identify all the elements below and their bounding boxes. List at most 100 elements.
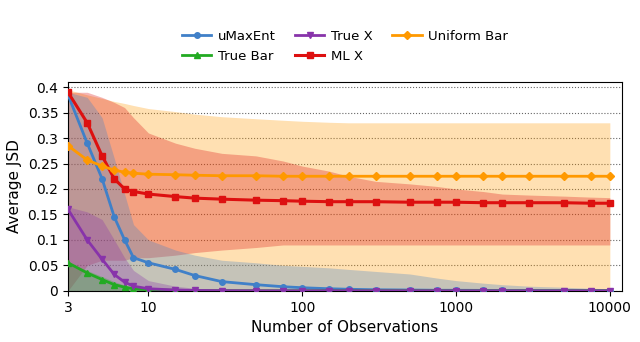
Uniform Bar	[560, 174, 568, 178]
Uniform Bar	[218, 174, 226, 178]
uMaxEnt	[121, 238, 129, 242]
Line: True X: True X	[65, 206, 613, 294]
ML X	[130, 189, 138, 194]
True Bar	[606, 289, 614, 293]
Uniform Bar	[479, 174, 487, 178]
ML X	[145, 192, 152, 196]
True X	[525, 289, 533, 293]
X-axis label: Number of Observations: Number of Observations	[252, 320, 438, 335]
ML X	[252, 198, 260, 202]
uMaxEnt	[279, 285, 287, 289]
True X	[130, 284, 138, 288]
True Bar	[130, 287, 138, 291]
True X	[452, 289, 460, 293]
True X	[499, 289, 506, 293]
ML X	[587, 201, 595, 205]
ML X	[83, 121, 91, 125]
Line: ML X: ML X	[65, 90, 612, 206]
True Bar	[279, 289, 287, 293]
True Bar	[499, 289, 506, 293]
uMaxEnt	[64, 93, 72, 97]
uMaxEnt	[145, 261, 152, 265]
True X	[252, 289, 260, 293]
True Bar	[83, 271, 91, 275]
True X	[145, 287, 152, 291]
True X	[372, 289, 380, 293]
Uniform Bar	[191, 173, 198, 177]
True Bar	[252, 289, 260, 293]
True X	[279, 289, 287, 293]
Uniform Bar	[172, 173, 179, 177]
Line: True Bar: True Bar	[65, 259, 613, 294]
ML X	[499, 201, 506, 205]
ML X	[326, 200, 333, 204]
ML X	[372, 200, 380, 204]
True Bar	[298, 289, 306, 293]
True X	[218, 289, 226, 293]
uMaxEnt	[499, 288, 506, 292]
True X	[560, 289, 568, 293]
Uniform Bar	[145, 172, 152, 176]
ML X	[560, 201, 568, 205]
True Bar	[433, 289, 441, 293]
True Bar	[99, 277, 106, 281]
Uniform Bar	[252, 174, 260, 178]
uMaxEnt	[172, 267, 179, 272]
uMaxEnt	[130, 255, 138, 260]
True X	[433, 289, 441, 293]
Uniform Bar	[130, 171, 138, 175]
True Bar	[452, 289, 460, 293]
uMaxEnt	[218, 279, 226, 284]
Uniform Bar	[587, 174, 595, 178]
Legend: uMaxEnt, True Bar, True X, ML X, Uniform Bar: uMaxEnt, True Bar, True X, ML X, Uniform…	[178, 26, 512, 67]
True X	[64, 207, 72, 211]
ML X	[172, 195, 179, 199]
uMaxEnt	[587, 289, 595, 293]
ML X	[606, 201, 614, 205]
ML X	[433, 200, 441, 204]
True Bar	[191, 288, 198, 292]
Uniform Bar	[606, 174, 614, 178]
Line: uMaxEnt: uMaxEnt	[65, 92, 612, 293]
uMaxEnt	[452, 288, 460, 292]
uMaxEnt	[606, 289, 614, 293]
Uniform Bar	[326, 174, 333, 178]
ML X	[111, 177, 118, 181]
True X	[606, 289, 614, 293]
True Bar	[345, 289, 353, 293]
uMaxEnt	[433, 288, 441, 292]
True X	[326, 289, 333, 293]
True Bar	[525, 289, 533, 293]
Uniform Bar	[298, 174, 306, 178]
True Bar	[326, 289, 333, 293]
uMaxEnt	[191, 274, 198, 278]
Uniform Bar	[433, 174, 441, 178]
Uniform Bar	[406, 174, 413, 178]
uMaxEnt	[252, 282, 260, 287]
True Bar	[64, 261, 72, 265]
Line: Uniform Bar: Uniform Bar	[65, 143, 612, 179]
Uniform Bar	[372, 174, 380, 178]
ML X	[298, 199, 306, 203]
True X	[298, 289, 306, 293]
True X	[479, 289, 487, 293]
ML X	[479, 201, 487, 205]
Uniform Bar	[83, 158, 91, 162]
Uniform Bar	[279, 174, 287, 178]
uMaxEnt	[298, 286, 306, 290]
uMaxEnt	[111, 215, 118, 219]
Uniform Bar	[111, 168, 118, 172]
ML X	[121, 187, 129, 191]
Uniform Bar	[499, 174, 506, 178]
Uniform Bar	[64, 144, 72, 148]
True X	[121, 280, 129, 284]
ML X	[406, 200, 413, 204]
Uniform Bar	[525, 174, 533, 178]
True X	[111, 273, 118, 277]
True X	[587, 289, 595, 293]
True X	[191, 288, 198, 292]
ML X	[345, 200, 353, 204]
uMaxEnt	[406, 288, 413, 292]
True Bar	[372, 289, 380, 293]
Uniform Bar	[452, 174, 460, 178]
